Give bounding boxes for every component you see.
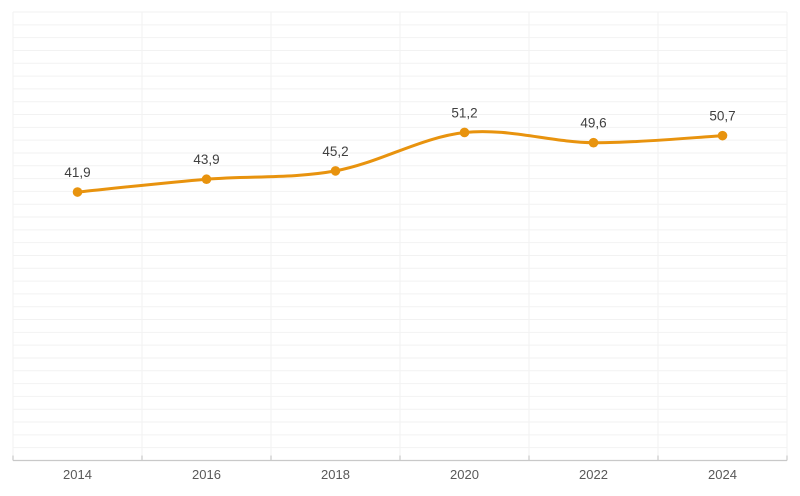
value-label: 45,2 (322, 144, 348, 159)
value-label: 41,9 (64, 165, 90, 180)
x-axis-label: 2016 (192, 467, 221, 482)
x-axis-label: 2024 (708, 467, 737, 482)
x-axis-label: 2020 (450, 467, 479, 482)
x-axis-label: 2018 (321, 467, 350, 482)
value-label: 49,6 (580, 116, 606, 131)
x-axis-label: 2022 (579, 467, 608, 482)
data-point-marker[interactable] (72, 187, 83, 197)
data-point-marker[interactable] (459, 127, 470, 138)
value-label: 43,9 (193, 152, 219, 167)
value-label: 51,2 (451, 105, 477, 120)
data-point-marker[interactable] (201, 174, 212, 185)
value-label: 50,7 (709, 109, 735, 124)
data-point-marker[interactable] (588, 137, 599, 148)
data-point-marker[interactable] (330, 166, 341, 176)
x-axis-label: 2014 (63, 467, 92, 482)
data-point-marker[interactable] (717, 130, 728, 141)
series-line (76, 130, 724, 194)
